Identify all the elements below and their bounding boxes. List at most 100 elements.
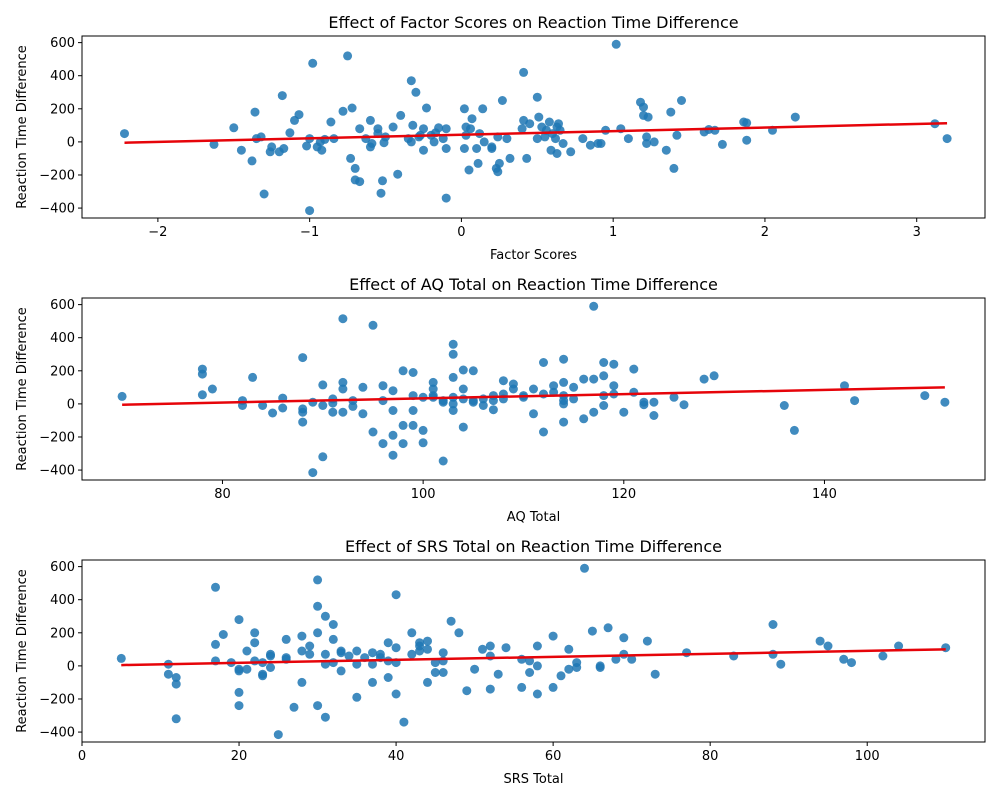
data-point [894,641,904,651]
scatter-points [117,301,950,478]
data-point [649,397,659,407]
data-point [642,132,652,142]
data-point [585,140,595,150]
data-point [344,651,354,661]
data-point [388,450,398,460]
x-axis-label: SRS Total [503,772,563,787]
data-point [388,406,398,415]
data-point [710,125,720,135]
data-point [328,407,338,417]
data-point [391,590,401,600]
data-point [318,380,328,390]
data-point [368,427,378,437]
data-point [326,117,336,127]
data-point [569,382,579,392]
trend-line [122,386,945,406]
data-point [171,673,181,682]
data-point [313,628,323,638]
data-point [343,51,353,61]
data-point [313,701,323,711]
data-point [519,67,529,77]
data-point [318,452,328,462]
data-point [415,641,425,651]
data-point [328,658,338,668]
data-point [479,137,489,147]
data-point [268,408,278,418]
data-point [525,656,535,666]
data-point [408,368,418,377]
data-point [438,456,448,466]
data-point [473,158,483,168]
data-point [209,139,219,149]
data-point [441,144,451,153]
y-tick-label: 400 [50,331,75,346]
data-point [207,384,217,394]
data-point [320,649,330,659]
data-point [422,103,431,113]
data-point [603,623,613,633]
x-tick-label: 20 [231,749,248,764]
data-point [589,301,599,311]
data-point [407,649,417,659]
y-tick-label: 600 [50,298,75,313]
data-point [578,134,588,144]
data-point [350,163,360,173]
data-point [458,422,468,432]
data-point [552,149,562,158]
data-point [639,102,648,112]
data-point [247,156,257,166]
x-tick-label: 40 [388,749,405,764]
data-point [717,139,727,149]
data-point [470,664,480,674]
chart-title: Effect of Factor Scores on Reaction Time… [328,13,738,32]
data-point [823,641,833,651]
x-tick-label: 60 [545,749,562,764]
data-point [672,130,682,140]
data-point [532,134,542,144]
data-point [493,167,503,177]
data-point [438,648,448,658]
data-point [383,673,393,682]
chart-title: Effect of SRS Total on Reaction Time Dif… [345,537,722,556]
data-point [383,638,393,648]
data-point [448,399,458,409]
data-point [920,391,930,401]
data-point [544,117,554,127]
data-point [579,414,589,424]
data-point [448,339,458,349]
data-point [406,76,416,86]
data-point [388,122,398,132]
data-point [234,615,244,625]
y-tick-label: 400 [50,69,75,84]
data-point [596,139,606,148]
data-point [266,663,275,672]
data-point [458,394,468,404]
data-point [467,114,477,124]
data-point [352,646,362,656]
data-point [250,628,260,638]
data-point [396,110,406,120]
data-point [248,372,258,382]
data-point [302,141,312,151]
data-point [522,153,532,163]
data-point [338,106,348,116]
plot-frame [81,35,986,219]
data-point [599,401,609,410]
data-point [305,206,315,216]
data-point [682,648,692,658]
data-point [197,390,207,400]
data-point [839,654,849,664]
data-point [388,386,398,396]
data-point [559,377,569,387]
data-point [378,439,388,449]
data-point [649,411,659,420]
data-point [406,137,416,147]
data-point [505,153,515,163]
data-point [281,634,291,644]
data-point [468,397,478,407]
data-point [278,403,288,413]
data-point [768,620,778,629]
y-tick-label: 200 [50,626,75,641]
data-point [517,682,527,692]
data-point [277,91,287,101]
